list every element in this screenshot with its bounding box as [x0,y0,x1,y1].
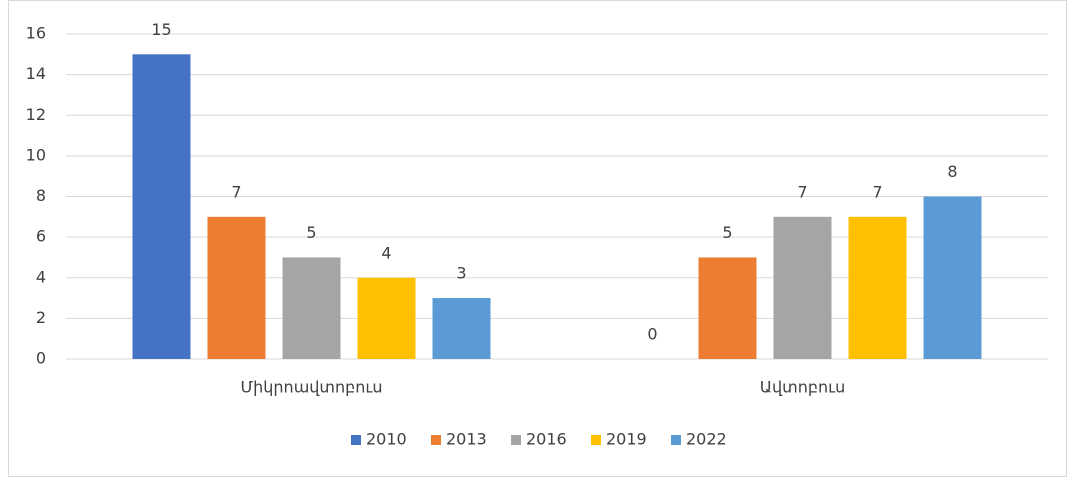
x-tick-label: Միկրոավտոբուս [240,378,382,397]
legend-swatch [431,435,441,445]
legend-swatch [591,435,601,445]
y-tick-label: 0 [36,349,46,368]
data-label: 7 [872,182,882,201]
data-label: 0 [647,325,657,344]
bar [848,216,907,359]
legend-label: 2016 [526,430,567,449]
legend-label: 2013 [446,430,487,449]
data-label: 5 [306,223,316,242]
y-tick-label: 2 [36,308,46,327]
legend-swatch [351,435,361,445]
bar [207,216,266,359]
data-label: 15 [151,20,171,39]
bar [923,196,982,359]
x-tick-label: Ավտոբուս [760,378,846,397]
y-tick-label: 6 [36,227,46,246]
data-label: 7 [797,182,807,201]
bar [432,298,491,359]
data-label: 3 [456,264,466,283]
legend-label: 2019 [606,430,647,449]
bar [698,257,757,359]
bar [357,277,416,359]
legend-swatch [671,435,681,445]
legend-label: 2010 [366,430,407,449]
legend-label: 2022 [686,430,727,449]
bar [773,216,832,359]
y-tick-label: 4 [36,267,46,286]
y-tick-label: 16 [26,24,46,43]
data-label: 7 [231,182,241,201]
data-label: 4 [381,243,391,262]
data-label: 8 [947,162,957,181]
y-tick-label: 10 [26,145,46,164]
bar [132,54,191,359]
y-tick-label: 12 [26,105,46,124]
data-label: 5 [722,223,732,242]
y-tick-label: 8 [36,186,46,205]
y-tick-label: 14 [26,64,46,83]
legend-swatch [511,435,521,445]
bar [282,257,341,359]
